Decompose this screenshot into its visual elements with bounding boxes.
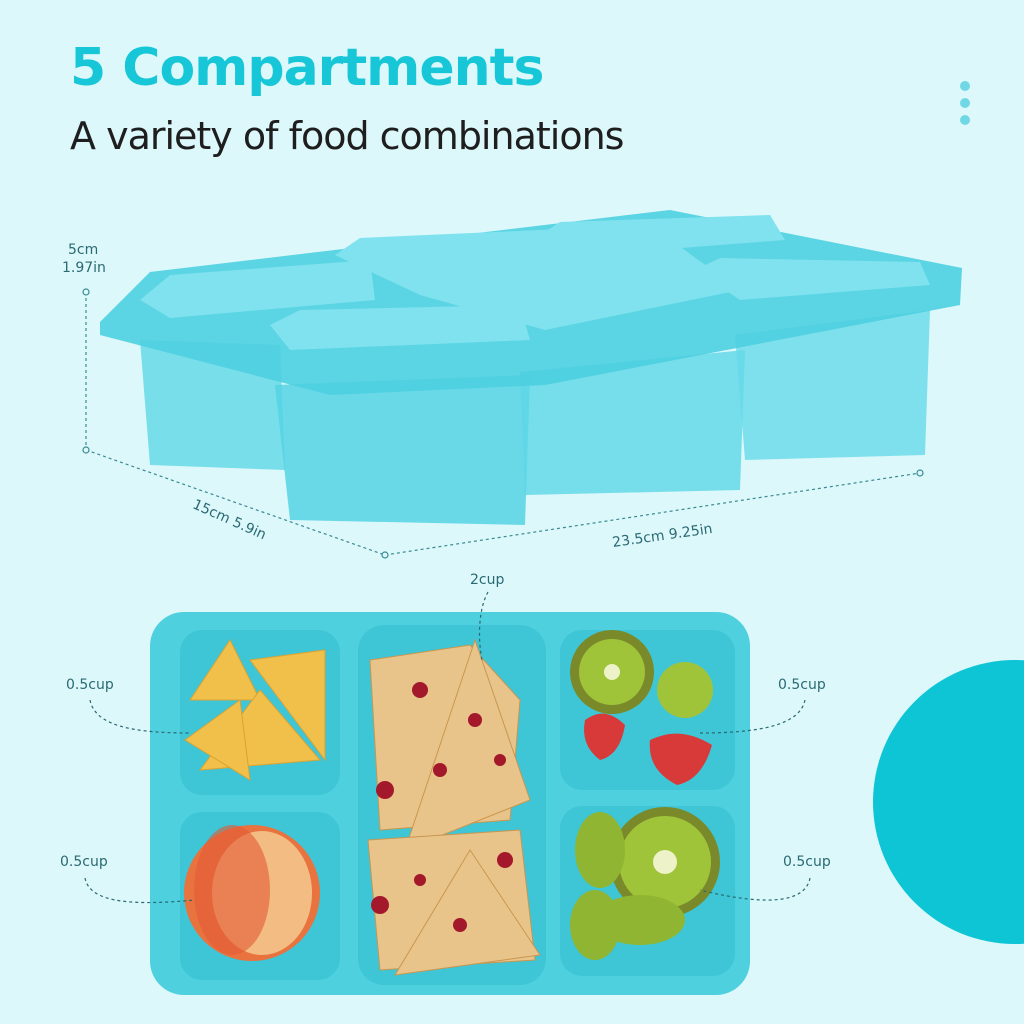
capacity-top-left: 0.5cup — [66, 677, 114, 693]
dimension-lines — [85, 292, 921, 556]
height-in-label: 1.97in — [62, 260, 106, 276]
capacity-center: 2cup — [470, 572, 505, 588]
waffles — [367, 638, 541, 976]
page-title: 5 Compartments — [70, 38, 544, 98]
syrup — [371, 682, 513, 932]
chips — [184, 639, 326, 781]
container-top-view — [150, 612, 750, 995]
kiwi-strawberries — [570, 630, 713, 785]
decorative-circle — [873, 660, 1024, 944]
apple-slices — [184, 825, 320, 961]
height-cm-label: 5cm — [68, 242, 99, 258]
container-side-view — [100, 210, 962, 525]
capacity-top-right: 0.5cup — [778, 677, 826, 693]
page-subtitle: A variety of food combinations — [70, 114, 624, 158]
capacity-bottom-right: 0.5cup — [783, 854, 831, 870]
capacity-bottom-left: 0.5cup — [60, 854, 108, 870]
leader-lines — [84, 591, 811, 904]
kiwi-slices — [570, 807, 720, 960]
vertical-dots-icon — [960, 81, 970, 125]
